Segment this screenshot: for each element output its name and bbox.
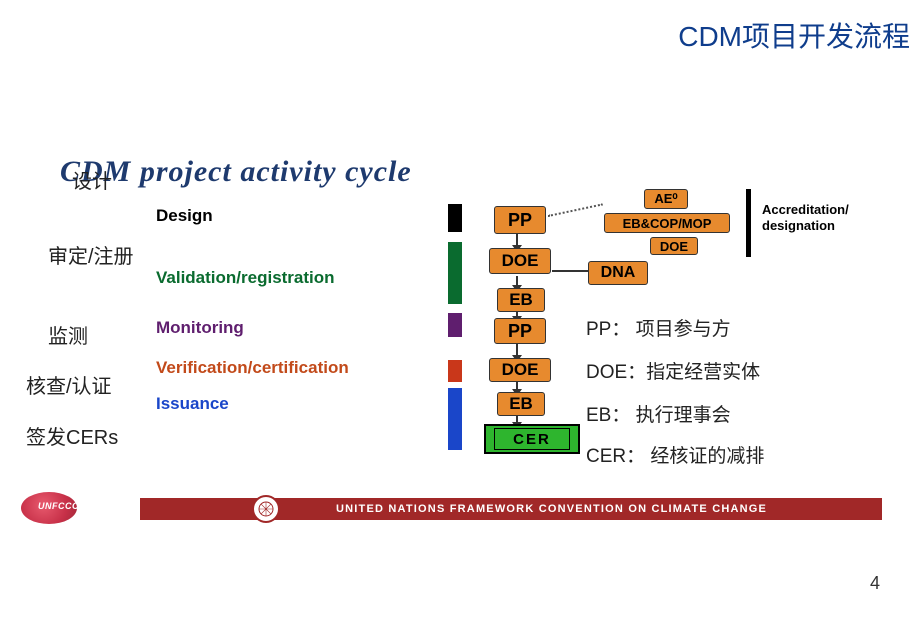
node-doe: DOE [489, 248, 551, 274]
legend-cer: CER： 经核证的减排 [586, 441, 764, 468]
stage-bar-validation [448, 242, 462, 304]
arrow-down [516, 416, 518, 423]
stage-bar-issuance [448, 388, 462, 450]
footer-logo-area: UNFCCC [26, 498, 140, 520]
zh-label-validation: 审定/注册 [48, 240, 134, 269]
arrow-down [516, 312, 518, 317]
zh-label-monitoring: 监测 [48, 320, 88, 349]
zh-label-verification: 核查/认证 [26, 370, 112, 399]
en-label-design: Design [156, 206, 213, 226]
node-ebcop: EB&COP/MOP [604, 213, 730, 233]
node-doe: DOE [489, 358, 551, 382]
node-cer-label: CER [494, 428, 570, 450]
footer-banner: UNFCCC UNITED NATIONS FRAMEWORK CONVENTI… [26, 498, 882, 520]
en-label-verification: Verification/certification [156, 358, 349, 378]
node-doe: DOE [650, 237, 698, 255]
node-pp: PP [494, 318, 546, 344]
node-eb: EB [497, 288, 545, 312]
diagram-title: CDM project activity cycle [60, 155, 412, 189]
en-label-issuance: Issuance [156, 394, 229, 414]
unfccc-logo-text: UNFCCC [38, 501, 79, 511]
legend-doe: DOE：指定经营实体 [586, 357, 760, 384]
stage-bar-monitoring [448, 313, 462, 337]
stage-bar-verification [448, 360, 462, 382]
footer-text: UNITED NATIONS FRAMEWORK CONVENTION ON C… [336, 503, 767, 515]
zh-label-issuance: 签发CERs [26, 421, 118, 450]
page-title: CDM项目开发流程 [678, 15, 910, 55]
node-pp: PP [494, 206, 546, 234]
zh-label-design: 设计 [72, 165, 112, 194]
page-number: 4 [870, 573, 880, 594]
node-ae0: AE⁰ [644, 189, 688, 209]
legend-pp: PP： 项目参与方 [586, 314, 731, 341]
en-label-validation: Validation/registration [156, 268, 335, 288]
arrow-down [516, 382, 518, 390]
un-emblem-icon [252, 495, 280, 523]
dotted-connector [548, 203, 603, 217]
node-dna: DNA [588, 261, 648, 285]
node-cer: CER [484, 424, 580, 454]
accreditation-label: Accreditation/designation [762, 202, 849, 235]
en-label-monitoring: Monitoring [156, 318, 244, 338]
arrow-down [516, 234, 518, 246]
node-eb: EB [497, 392, 545, 416]
legend-eb: EB： 执行理事会 [586, 400, 731, 427]
accreditation-bar [746, 189, 751, 257]
arrow-down [516, 344, 518, 356]
arrow-down [516, 276, 518, 286]
connector-line [552, 270, 588, 272]
stage-bar-design [448, 204, 462, 232]
